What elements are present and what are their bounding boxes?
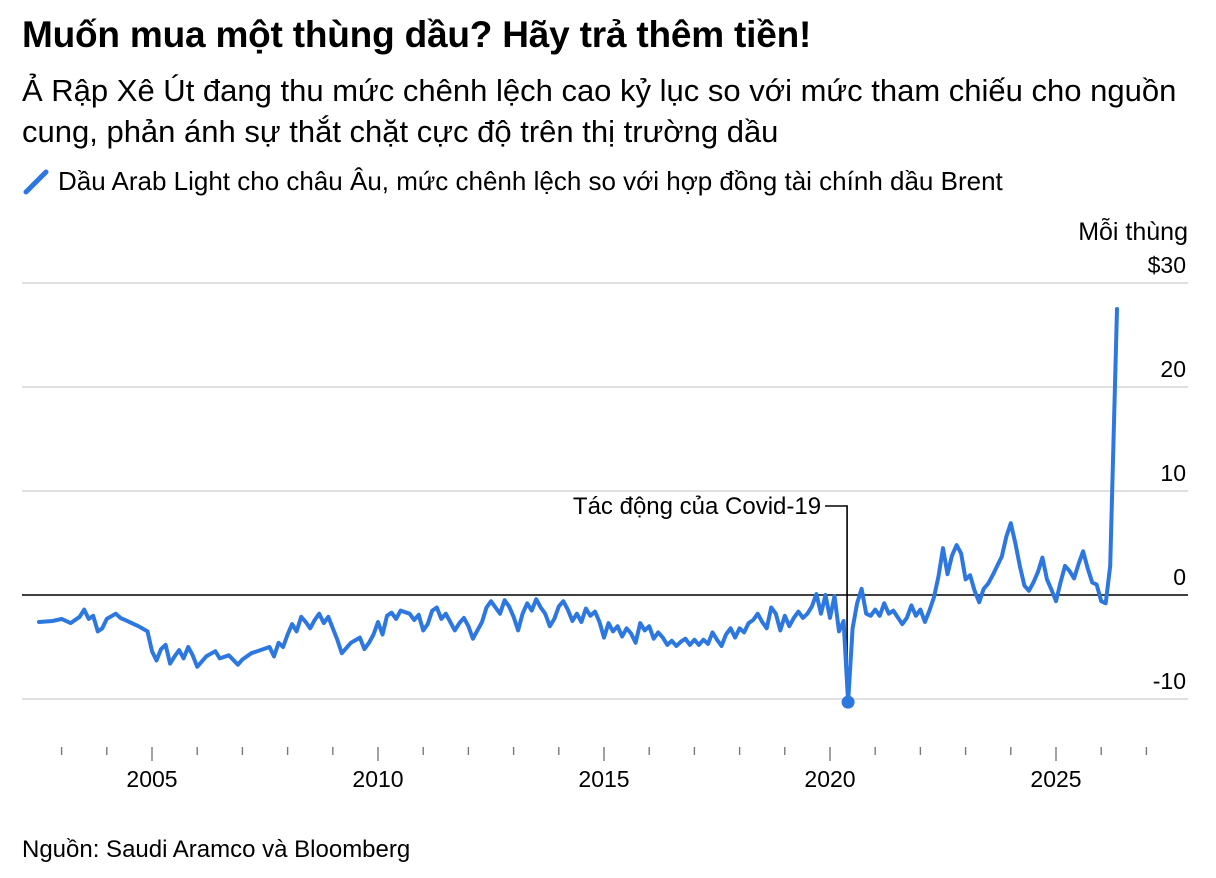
grid-layer [22, 282, 1188, 700]
x-tick-label: 2025 [1030, 766, 1081, 792]
x-tick-label: 2010 [352, 766, 403, 792]
y-axis-unit-label: Mỗi thùng [1078, 217, 1188, 246]
y-tick-label: 10 [1160, 460, 1186, 486]
y-tick-label: 20 [1160, 356, 1186, 382]
series-line-0 [37, 307, 1119, 705]
legend-line-icon [23, 169, 49, 194]
annotation-label: Tác động của Covid-19 [573, 493, 821, 520]
annotation-layer: Tác động của Covid-19 [573, 493, 848, 703]
annotation-point [841, 695, 855, 709]
chart-title: Muốn mua một thùng dầu? Hãy trả thêm tiề… [22, 14, 812, 55]
annotation-leader-line [825, 505, 848, 703]
x-tick-label: 2005 [126, 766, 177, 792]
y-tick-label: -10 [1153, 668, 1186, 694]
legend: Dầu Arab Light cho châu Âu, mức chênh lệ… [22, 166, 1003, 197]
series-layer [37, 307, 1119, 709]
x-tick-label: 2015 [578, 766, 629, 792]
y-tick-label: $30 [1148, 252, 1186, 278]
chart-subtitle: Ả Rập Xê Út đang thu mức chênh lệch cao … [22, 73, 1177, 149]
x-axis: 2005 2010 2015 2020 2025 [60, 747, 1148, 792]
x-tick-label: 2020 [804, 766, 855, 792]
legend-label: Dầu Arab Light cho châu Âu, mức chênh lệ… [58, 166, 1003, 196]
y-axis-labels: $30 20 10 0 -10 Mỗi thùng [1078, 217, 1188, 694]
source-note: Nguồn: Saudi Aramco và Bloomberg [22, 836, 411, 863]
y-tick-label: 0 [1173, 564, 1186, 590]
